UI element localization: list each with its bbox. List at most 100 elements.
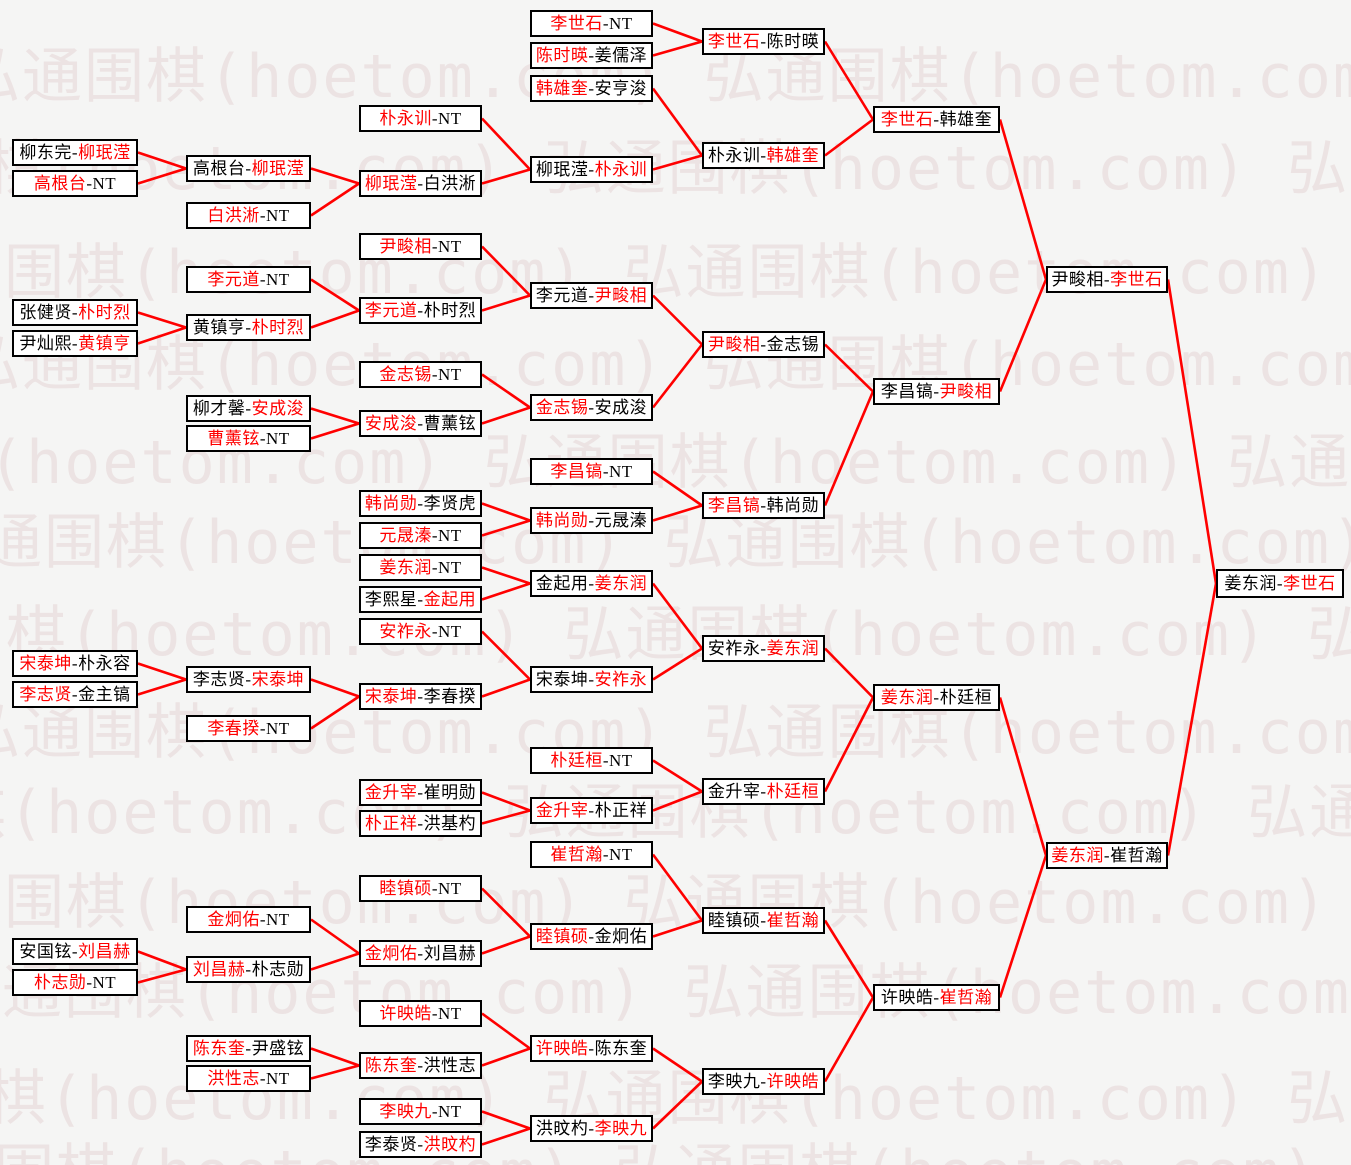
player-name-left: 陈时暎 [535, 46, 589, 65]
player-name-left: 姜东润 [880, 688, 934, 707]
separator: - [245, 318, 252, 337]
player-name-right: 崔哲瀚 [1110, 846, 1163, 865]
bracket-line [651, 87, 704, 157]
player-name-right: 元晟溱 [594, 511, 648, 530]
player-name-right: NT [438, 526, 462, 545]
bracket-line [310, 407, 360, 425]
bracket-line [652, 647, 703, 681]
player-name-left: 柳珉滢 [364, 174, 418, 193]
player-name-right: 尹畯相 [939, 382, 993, 401]
bracket-line [481, 519, 531, 537]
player-name-left: 韩雄奎 [535, 79, 589, 98]
bracket-line [310, 695, 360, 730]
match-box-c4_14: 睦镇硕 - 金炯佑 [530, 923, 653, 950]
bracket-line [481, 630, 531, 681]
bracket-line [481, 935, 531, 955]
separator: - [588, 1119, 595, 1138]
match-box-c2_1: 高根台 - 柳珉滢 [186, 155, 311, 182]
player-name-left: 朴廷桓 [550, 751, 603, 770]
separator: - [417, 814, 424, 833]
player-name-right: 朴永容 [78, 654, 131, 673]
bracket-line [310, 422, 360, 440]
player-name-left: 宋泰坤 [19, 654, 72, 673]
player-name-right: NT [438, 622, 462, 641]
bracket-line [652, 1080, 703, 1130]
match-box-c3_14: 朴正祥 - 洪基杓 [359, 810, 482, 837]
player-name-left: 安成浚 [364, 414, 418, 433]
separator: - [602, 462, 609, 481]
match-box-c3_5: 金志锡 - NT [359, 361, 482, 388]
bracket-line [998, 119, 1048, 280]
player-name-left: 洪性志 [207, 1069, 260, 1088]
bracket-line [998, 855, 1048, 998]
player-name-left: 姜东润 [379, 558, 432, 577]
player-name-right: NT [438, 558, 462, 577]
player-name-left: 金起用 [535, 574, 589, 593]
match-box-c1_5: 宋泰坤 - 朴永容 [12, 650, 138, 677]
bracket-line [137, 151, 187, 170]
bracket-line [824, 118, 874, 157]
match-box-c7_1: 尹畯相 - 李世石 [1046, 266, 1168, 293]
bracket-line [1166, 583, 1218, 856]
separator: - [760, 146, 767, 165]
match-box-c3_6: 安成浚 - 曹薰铉 [359, 410, 482, 437]
separator: - [417, 174, 424, 193]
separator: - [417, 494, 424, 513]
bracket-line [310, 278, 360, 312]
match-box-c5_6: 金升宰 - 朴廷桓 [702, 778, 825, 805]
player-name-left: 许映皓 [535, 1039, 589, 1058]
player-name-left: 高根台 [192, 159, 246, 178]
player-name-right: NT [266, 206, 290, 225]
match-box-c2_11: 陈东奎 - 尹盛铉 [186, 1035, 311, 1062]
separator: - [588, 574, 595, 593]
bracket-line [137, 326, 187, 345]
player-name-right: 陈东奎 [594, 1039, 648, 1058]
player-name-right: 尹盛铉 [251, 1039, 305, 1058]
bracket-line [652, 790, 703, 812]
match-box-c5_4: 李昌镐 - 韩尚勋 [702, 492, 825, 519]
player-name-right: NT [266, 270, 290, 289]
separator: - [431, 1102, 438, 1121]
player-name-right: 黄镇亨 [78, 334, 131, 353]
match-box-c2_6: 曹薰铉 - NT [186, 425, 311, 452]
match-box-c3_20: 李泰贤 - 洪旼杓 [359, 1131, 482, 1158]
match-box-c6_4: 许映皓 - 崔哲瀚 [873, 984, 1000, 1011]
separator: - [760, 335, 767, 354]
player-name-left: 张健贤 [19, 303, 72, 322]
player-name-right: NT [266, 429, 290, 448]
bracket-line [823, 40, 875, 121]
match-box-c3_18: 陈东奎 - 洪性志 [359, 1052, 482, 1079]
separator: - [245, 670, 252, 689]
match-box-c6_1: 李世石 - 韩雄奎 [873, 106, 1000, 133]
player-name-right: 洪旼杓 [423, 1135, 477, 1154]
player-name-left: 朴永训 [379, 109, 432, 128]
player-name-right: 崔明勋 [423, 783, 477, 802]
bracket-line [137, 678, 187, 696]
player-name-left: 许映皓 [880, 988, 934, 1007]
match-box-c2_12: 洪性志 - NT [186, 1065, 311, 1092]
player-name-left: 陈东奎 [364, 1056, 418, 1075]
separator: - [602, 14, 609, 33]
player-name-right: NT [438, 1004, 462, 1023]
player-name-right: 金起用 [423, 590, 477, 609]
player-name-left: 金升宰 [535, 801, 589, 820]
bracket-line [137, 968, 187, 984]
match-box-c4_16: 洪旼杓 - 李映九 [530, 1115, 653, 1142]
bracket-line [310, 1064, 360, 1080]
player-name-left: 黄镇亨 [192, 318, 246, 337]
player-name-left: 高根台 [33, 174, 87, 193]
separator: - [588, 79, 595, 98]
bracket-line [481, 809, 531, 825]
separator: - [259, 270, 266, 289]
player-name-left: 朴志勋 [33, 973, 87, 992]
bracket-line [652, 294, 703, 346]
player-name-right: NT [266, 910, 290, 929]
player-name-right: 韩雄奎 [939, 110, 993, 129]
player-name-left: 李昌镐 [550, 462, 603, 481]
match-box-c4_4: 柳珉滢 - 朴永训 [530, 156, 653, 183]
player-name-right: NT [609, 462, 633, 481]
player-name-right: 李映九 [594, 1119, 648, 1138]
player-name-left: 李世石 [550, 14, 603, 33]
bracket-line [823, 996, 875, 1083]
player-name-right: 金炯佑 [594, 927, 648, 946]
